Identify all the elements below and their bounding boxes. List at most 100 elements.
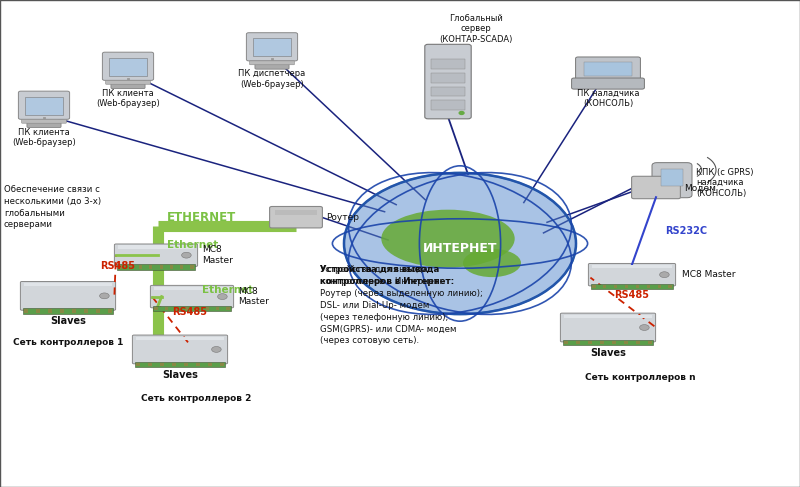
Text: Slaves: Slaves (590, 348, 626, 358)
FancyBboxPatch shape (154, 307, 158, 310)
Text: Устройства для вывода
контроллеров в Интернет:
Роутер (через выделенную линию);
: Устройства для вывода контроллеров в Инт… (320, 265, 483, 345)
FancyBboxPatch shape (431, 100, 465, 110)
Ellipse shape (382, 210, 514, 267)
FancyBboxPatch shape (255, 62, 289, 69)
Text: Сеть контроллеров n: Сеть контроллеров n (585, 373, 695, 381)
FancyBboxPatch shape (648, 341, 651, 344)
FancyBboxPatch shape (589, 263, 675, 286)
FancyBboxPatch shape (637, 341, 640, 344)
FancyBboxPatch shape (117, 264, 195, 270)
FancyBboxPatch shape (21, 281, 116, 310)
FancyBboxPatch shape (150, 285, 234, 308)
FancyBboxPatch shape (149, 363, 152, 366)
FancyBboxPatch shape (613, 341, 616, 344)
Text: RS485: RS485 (100, 261, 135, 271)
FancyBboxPatch shape (576, 341, 579, 344)
FancyBboxPatch shape (102, 52, 154, 80)
FancyBboxPatch shape (624, 341, 628, 344)
FancyBboxPatch shape (114, 244, 198, 266)
FancyBboxPatch shape (136, 363, 140, 366)
FancyBboxPatch shape (165, 307, 168, 310)
Circle shape (182, 252, 191, 258)
FancyBboxPatch shape (111, 81, 145, 89)
FancyBboxPatch shape (589, 341, 592, 344)
FancyBboxPatch shape (97, 309, 100, 313)
FancyBboxPatch shape (133, 335, 228, 364)
Text: Устройства для вывода
контроллеров в Интернет:: Устройства для вывода контроллеров в Инт… (320, 265, 454, 286)
Text: Ethernet: Ethernet (202, 285, 253, 295)
Text: КПК (с GPRS)
наладчика
(КОНСОЛЬ): КПК (с GPRS) наладчика (КОНСОЛЬ) (696, 168, 754, 198)
FancyBboxPatch shape (636, 285, 639, 288)
Circle shape (459, 112, 464, 114)
FancyBboxPatch shape (221, 363, 224, 366)
Text: ПК клиента
(Web-браузер): ПК клиента (Web-браузер) (12, 128, 76, 147)
FancyBboxPatch shape (590, 284, 674, 289)
FancyBboxPatch shape (601, 341, 604, 344)
FancyBboxPatch shape (129, 265, 132, 269)
Circle shape (640, 324, 649, 330)
Text: ПК наладчика
(КОНСОЛЬ): ПК наладчика (КОНСОЛЬ) (577, 89, 639, 108)
FancyBboxPatch shape (109, 309, 112, 313)
FancyBboxPatch shape (431, 73, 465, 83)
FancyBboxPatch shape (614, 285, 618, 288)
FancyBboxPatch shape (603, 285, 606, 288)
Text: ПК клиента
(Web-браузер): ПК клиента (Web-браузер) (96, 89, 160, 108)
Text: MC8
Master: MC8 Master (202, 245, 234, 265)
FancyBboxPatch shape (562, 340, 654, 345)
FancyBboxPatch shape (208, 363, 211, 366)
FancyBboxPatch shape (584, 62, 632, 75)
FancyBboxPatch shape (85, 309, 88, 313)
FancyBboxPatch shape (632, 176, 680, 199)
FancyBboxPatch shape (24, 309, 27, 313)
Circle shape (659, 272, 669, 278)
FancyBboxPatch shape (18, 91, 70, 119)
Circle shape (211, 347, 222, 353)
FancyBboxPatch shape (118, 245, 194, 249)
FancyBboxPatch shape (250, 61, 294, 65)
FancyBboxPatch shape (571, 78, 645, 89)
FancyBboxPatch shape (652, 163, 692, 198)
FancyBboxPatch shape (195, 307, 198, 310)
Text: ETHERNET: ETHERNET (167, 210, 237, 224)
Text: Slaves: Slaves (162, 370, 198, 380)
Circle shape (218, 294, 227, 300)
FancyBboxPatch shape (190, 265, 194, 269)
FancyBboxPatch shape (206, 307, 209, 310)
FancyBboxPatch shape (106, 80, 150, 84)
Text: Ethernet: Ethernet (167, 241, 218, 250)
FancyBboxPatch shape (159, 265, 162, 269)
FancyBboxPatch shape (661, 169, 683, 186)
FancyBboxPatch shape (72, 309, 75, 313)
Text: Slaves: Slaves (50, 316, 86, 326)
Text: RS232C: RS232C (666, 226, 708, 236)
FancyBboxPatch shape (170, 265, 173, 269)
FancyBboxPatch shape (160, 363, 164, 366)
Text: ПК диспетчера
(Web-браузер): ПК диспетчера (Web-браузер) (238, 69, 306, 89)
FancyBboxPatch shape (139, 265, 142, 269)
Text: RS485: RS485 (173, 307, 207, 317)
FancyBboxPatch shape (186, 307, 189, 310)
FancyBboxPatch shape (154, 287, 230, 290)
FancyBboxPatch shape (563, 315, 653, 318)
Text: ИНТЕРНЕТ: ИНТЕРНЕТ (422, 242, 498, 255)
FancyBboxPatch shape (173, 363, 176, 366)
FancyBboxPatch shape (669, 285, 672, 288)
FancyBboxPatch shape (150, 265, 153, 269)
FancyBboxPatch shape (153, 306, 231, 311)
Text: MC8 Master: MC8 Master (682, 270, 735, 279)
FancyBboxPatch shape (23, 308, 114, 314)
FancyBboxPatch shape (431, 87, 465, 96)
FancyBboxPatch shape (118, 265, 122, 269)
FancyBboxPatch shape (592, 265, 672, 268)
FancyBboxPatch shape (658, 285, 661, 288)
FancyBboxPatch shape (175, 307, 178, 310)
Text: Модем: Модем (684, 184, 716, 193)
FancyBboxPatch shape (61, 309, 64, 313)
Text: RS485: RS485 (614, 289, 650, 300)
Text: Сеть контроллеров 1: Сеть контроллеров 1 (13, 338, 123, 347)
FancyBboxPatch shape (24, 283, 112, 286)
FancyBboxPatch shape (560, 313, 656, 342)
FancyBboxPatch shape (37, 309, 40, 313)
FancyBboxPatch shape (593, 285, 595, 288)
FancyBboxPatch shape (425, 44, 471, 119)
